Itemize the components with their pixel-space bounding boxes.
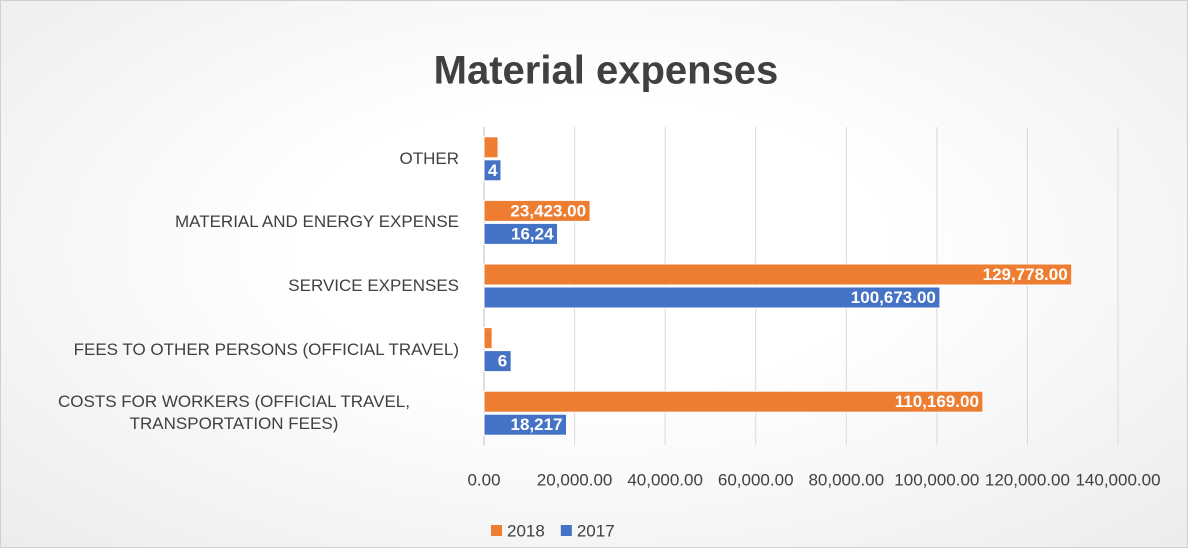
data-label: 100,673.00 [851,288,936,307]
legend-swatch [560,525,572,536]
data-label: 23,423.00 [510,201,586,220]
legend-label: 2017 [577,521,615,540]
x-tick-label: 0.00 [467,470,500,489]
bar [483,350,512,373]
x-tick-label: 20,000.00 [537,470,613,489]
bar [483,286,941,309]
x-tick-label: 140,000.00 [1075,470,1160,489]
bar [483,327,493,350]
x-tick-label: 40,000.00 [627,470,703,489]
y-tick-label: SERVICE EXPENSES [288,276,459,295]
chart-title: Material expenses [434,49,779,93]
x-tick-label: 80,000.00 [808,470,884,489]
bar [483,390,984,413]
data-label: 16,24 [511,224,554,243]
y-tick-label: OTHER [399,148,460,168]
data-label: 110,169.00 [895,392,979,411]
bar [483,413,567,436]
legend-label: 2018 [507,521,545,540]
data-label: 18,217 [510,415,562,434]
y-tick-label: COSTS FOR WORKERS (OFFICIAL TRAVEL, TRAN… [57,392,410,434]
bar [483,263,1073,286]
data-label: 4 [488,161,498,180]
x-tick-label: 100,000.00 [894,470,979,489]
y-tick-label: MATERIAL AND ENERGY EXPENSE [174,212,459,232]
data-label: 6 [498,352,507,371]
bar [483,159,502,182]
x-tick-label: 60,000.00 [718,470,794,489]
bar [483,136,499,159]
y-tick-label: FEES TO OTHER PERSONS (OFFICIAL TRAVEL) [73,339,459,359]
data-label: 129,778.00 [983,265,1068,284]
x-tick-label: 120,000.00 [985,470,1070,489]
bar [483,199,591,222]
bar [483,222,559,245]
legend-swatch [491,525,502,536]
